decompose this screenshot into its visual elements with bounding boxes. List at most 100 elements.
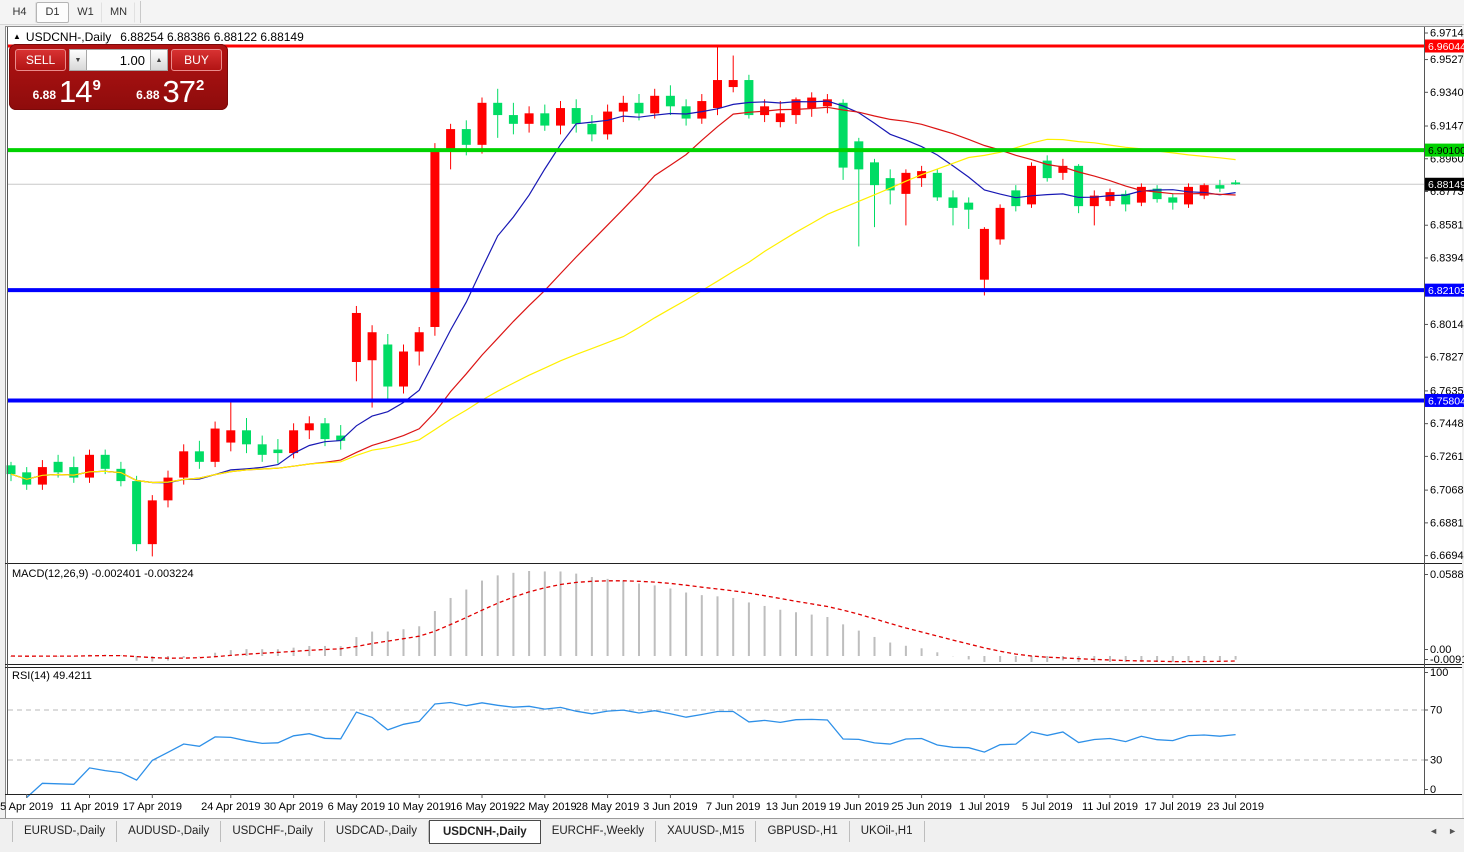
- tab-eurusd-daily[interactable]: EURUSD-,Daily: [12, 821, 118, 842]
- macd-bar: [465, 589, 468, 656]
- candle-body: [681, 106, 691, 119]
- moving-average-line-40: [10, 138, 1236, 484]
- level-price-badge: 6.82103: [1428, 285, 1464, 297]
- sell-price-button[interactable]: 6.88 14 9: [15, 73, 119, 107]
- macd-bar: [1140, 656, 1143, 662]
- candle-body: [587, 123, 597, 135]
- date-axis-label: 1 Jul 2019: [959, 801, 1010, 813]
- date-axis-label: 25 Jun 2019: [891, 801, 952, 813]
- macd-bar: [842, 624, 845, 656]
- price-axis-label: 6.78275: [1430, 352, 1464, 364]
- level-price-badge-background: [1425, 393, 1464, 407]
- candle-body: [775, 113, 785, 123]
- rsi-axis-label: 70: [1430, 705, 1442, 717]
- candle-body: [53, 461, 63, 473]
- date-axis-label: 17 Apr 2019: [123, 801, 182, 813]
- tab-usdchf-daily[interactable]: USDCHF-,Daily: [221, 821, 325, 842]
- macd-bar: [904, 645, 907, 656]
- macd-bar: [795, 612, 797, 656]
- tab-usdcnh-daily[interactable]: USDCNH-,Daily: [428, 820, 541, 844]
- candle-body: [1136, 186, 1146, 203]
- candle-body: [979, 228, 989, 280]
- date-axis-label: 16 May 2019: [450, 801, 514, 813]
- tab-usdcad-daily[interactable]: USDCAD-,Daily: [325, 821, 429, 842]
- price-axis-label: 6.66945: [1430, 550, 1464, 562]
- macd-bar: [528, 571, 531, 656]
- price-axis-label: 6.68815: [1430, 517, 1464, 529]
- macd-bar: [151, 656, 154, 662]
- buy-button[interactable]: BUY: [171, 49, 222, 71]
- candle-body: [461, 129, 471, 145]
- candle-body: [132, 481, 142, 545]
- tab-scroll-left-icon[interactable]: ◄: [1429, 826, 1439, 836]
- macd-bar: [967, 656, 970, 660]
- tab-scroll-right-icon[interactable]: ►: [1448, 826, 1457, 836]
- candle-body: [728, 80, 738, 88]
- candle-body: [634, 102, 644, 114]
- candle-body: [69, 467, 79, 478]
- candle-body: [571, 108, 581, 124]
- timeframe-button-mn[interactable]: MN: [102, 1, 135, 23]
- candle-body: [1121, 193, 1131, 205]
- candle-body: [744, 80, 754, 116]
- buy-price-big: 37: [162, 74, 196, 109]
- rsi-indicator-label: RSI(14) 49.4211: [12, 670, 92, 682]
- candle-body: [320, 423, 330, 440]
- sell-button[interactable]: SELL: [15, 49, 66, 71]
- macd-bar: [449, 597, 452, 656]
- timeframe-button-d1[interactable]: D1: [36, 1, 69, 23]
- macd-bar: [433, 611, 436, 656]
- candle-body: [964, 202, 974, 210]
- candle-body: [1215, 185, 1225, 189]
- price-axis-label: 6.83940: [1430, 252, 1464, 264]
- candle-body: [163, 477, 173, 501]
- macd-indicator-label: MACD(12,26,9) -0.002401 -0.003224: [12, 568, 194, 580]
- candle-body: [367, 332, 377, 361]
- candle-body: [791, 99, 801, 116]
- sell-price-big: 14: [59, 74, 92, 109]
- tab-gbpusd-h1[interactable]: GBPUSD-,H1: [756, 821, 850, 842]
- trade-panel-top-row: SELL ▼ ▲ BUY: [15, 49, 222, 71]
- tab-xauusd-m15[interactable]: XAUUSD-,M15: [656, 821, 757, 842]
- rsi-axis-label: 0: [1430, 784, 1436, 796]
- candle-body: [1027, 165, 1036, 205]
- macd-bar: [606, 578, 609, 656]
- buy-price-button[interactable]: 6.88 37 2: [119, 73, 223, 107]
- macd-axis-label: -0.009116: [1430, 654, 1464, 666]
- candle-body: [22, 472, 32, 485]
- macd-bar: [496, 575, 499, 656]
- price-axis-label: 6.80145: [1430, 319, 1464, 331]
- macd-bar: [308, 645, 311, 656]
- date-axis-label: 19 Jun 2019: [829, 801, 890, 813]
- level-price-badge-background: [1425, 283, 1464, 297]
- collapse-triangle-icon[interactable]: ▲: [13, 32, 21, 41]
- tab-audusd-daily[interactable]: AUDUSD-,Daily: [117, 821, 222, 842]
- volume-input[interactable]: [87, 49, 150, 71]
- tab-ukoil-h1[interactable]: UKOil-,H1: [850, 821, 925, 842]
- date-axis-label: 5 Apr 2019: [0, 801, 53, 813]
- volume-decrease-icon[interactable]: ▼: [69, 49, 87, 71]
- timeframe-button-w1[interactable]: W1: [69, 1, 102, 23]
- candle-body: [493, 102, 503, 116]
- candle-body: [901, 172, 911, 194]
- macd-bar: [700, 595, 703, 656]
- volume-increase-icon[interactable]: ▲: [150, 49, 168, 71]
- macd-bar: [920, 648, 923, 656]
- macd-bar: [590, 577, 593, 656]
- candle-body: [1058, 165, 1068, 173]
- macd-bar: [1218, 656, 1221, 661]
- candle-body: [1105, 192, 1115, 201]
- macd-bar: [1030, 656, 1033, 662]
- candle-body: [1168, 197, 1178, 203]
- timeframe-button-h4[interactable]: H4: [3, 1, 36, 23]
- macd-bar: [732, 597, 735, 656]
- macd-bar: [481, 580, 483, 656]
- macd-bar: [889, 642, 892, 656]
- level-price-badge: 6.96044: [1428, 41, 1464, 53]
- candle-body: [1152, 188, 1162, 200]
- volume-stepper: ▼ ▲: [69, 49, 168, 71]
- macd-bar: [857, 630, 860, 656]
- tab-eurchf-weekly[interactable]: EURCHF-,Weekly: [541, 821, 657, 842]
- price-axis-label: 6.93400: [1430, 87, 1464, 99]
